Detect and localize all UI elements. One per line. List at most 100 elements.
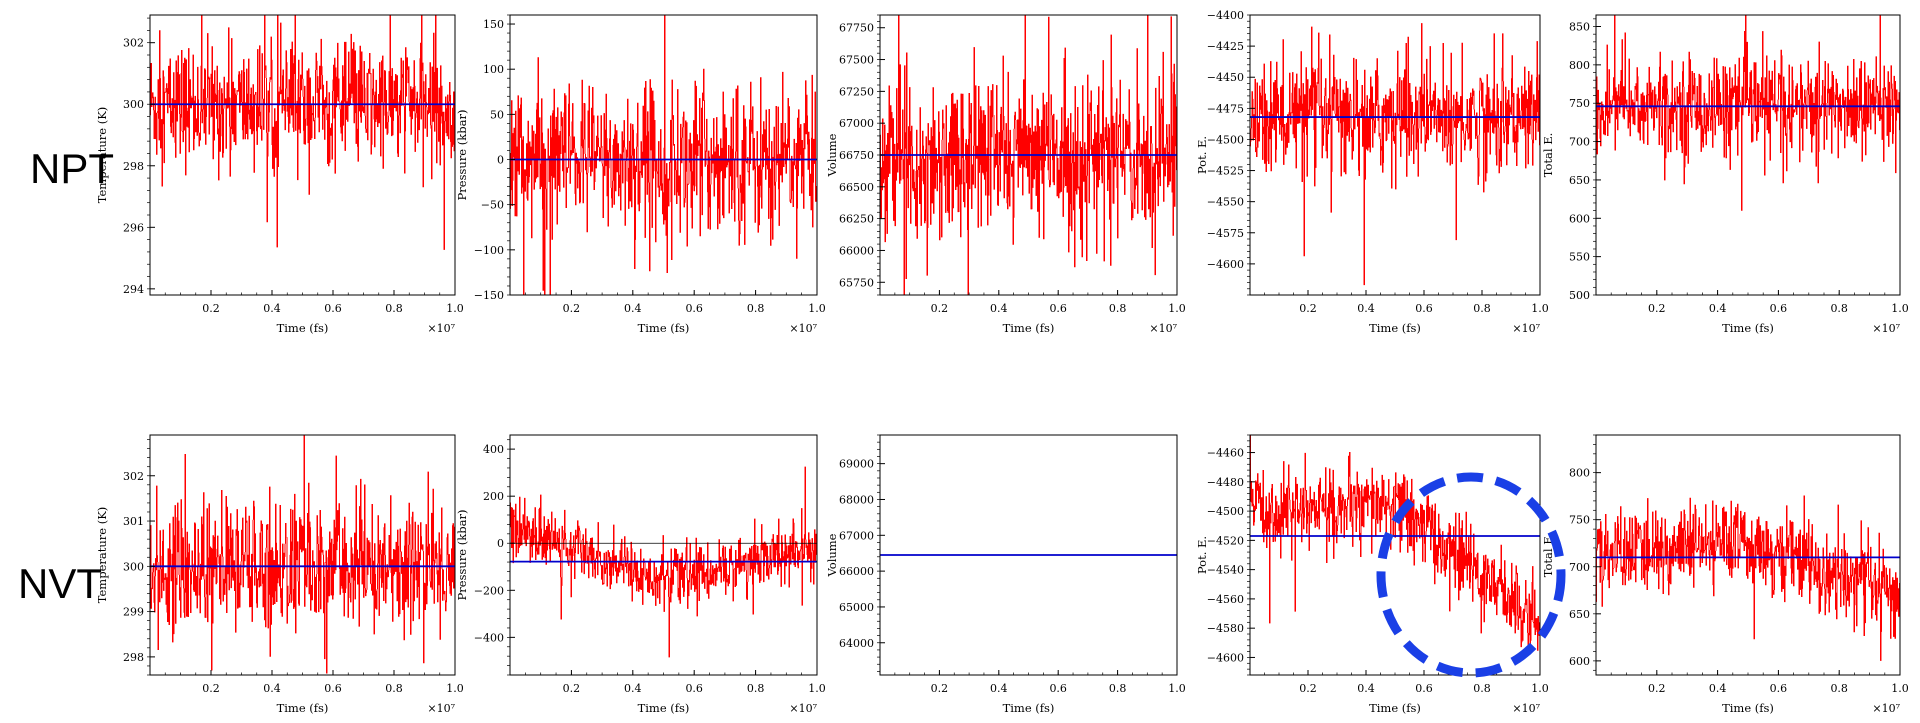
panel-grid: 0.2 0.4 0.6 0.8 1.0 294 296 298 300 302 Time (fs) ×… <box>95 9 1909 715</box>
y-axis-label: Total E. <box>1541 133 1555 178</box>
x-tick-label: 0.4 <box>990 302 1008 315</box>
y-tick-label: 300 <box>123 560 144 573</box>
x-tick-label: 0.2 <box>563 682 581 695</box>
x-tick-label: 0.6 <box>1770 302 1788 315</box>
x-tick-label: 0.8 <box>1109 682 1127 695</box>
x-axis-label: Time (fs) <box>638 701 690 715</box>
y-tick-label: −200 <box>474 584 504 597</box>
x-tick-label: 1.0 <box>1531 302 1549 315</box>
y-tick-label: 600 <box>1569 212 1590 225</box>
y-tick-label: −400 <box>474 631 504 644</box>
y-tick-label: 301 <box>123 515 144 528</box>
chart-panel-8: 0.2 0.4 0.6 0.8 1.0 64000 65000 66000 67000 68000… <box>825 434 1186 715</box>
x-tick-label: 0.6 <box>685 682 703 695</box>
x-axis-label: Time (fs) <box>1003 321 1055 335</box>
y-tick-label: −4600 <box>1207 651 1244 664</box>
y-tick-label: 800 <box>1569 59 1590 72</box>
x-tick-label: 0.6 <box>1049 682 1067 695</box>
y-tick-label: 64000 <box>839 637 874 650</box>
chart-panel-9: 0.2 0.4 0.6 0.8 1.0 −4600 −4580 −4560 −4540 −4520… <box>1195 434 1549 715</box>
y-tick-label: 68000 <box>839 493 874 506</box>
y-tick-label: −4580 <box>1207 622 1244 635</box>
x-tick-label: 1.0 <box>1891 302 1909 315</box>
x-tick-label: 0.8 <box>1473 302 1491 315</box>
y-tick-label: −4400 <box>1207 9 1244 22</box>
y-tick-label: 700 <box>1569 561 1590 574</box>
y-tick-label: 65000 <box>839 601 874 614</box>
y-axis-label: Volume <box>825 133 839 177</box>
y-tick-label: 750 <box>1569 514 1590 527</box>
x-tick-label: 0.8 <box>385 302 403 315</box>
x-tick-label: 0.6 <box>324 302 342 315</box>
y-tick-label: 302 <box>123 470 144 483</box>
y-tick-label: −4600 <box>1207 258 1244 271</box>
x-tick-label: 0.4 <box>1709 302 1727 315</box>
y-tick-label: −4480 <box>1207 476 1244 489</box>
y-tick-label: −4425 <box>1207 40 1244 53</box>
y-tick-label: 850 <box>1569 21 1590 34</box>
y-tick-label: 750 <box>1569 97 1590 110</box>
x-tick-label: 1.0 <box>446 682 464 695</box>
y-tick-label: 296 <box>123 221 144 234</box>
y-tick-label: −4540 <box>1207 564 1244 577</box>
x-tick-label: 0.6 <box>1415 302 1433 315</box>
x-tick-label: 0.8 <box>1830 682 1848 695</box>
x-multiplier-label: ×10⁷ <box>1872 322 1900 335</box>
y-tick-label: −4500 <box>1207 505 1244 518</box>
y-tick-label: 66250 <box>839 213 874 226</box>
y-tick-label: 66750 <box>839 149 874 162</box>
x-tick-label: 0.2 <box>1299 682 1317 695</box>
x-tick-label: 0.2 <box>1648 302 1666 315</box>
y-axis-label: Temperature (K) <box>95 507 109 604</box>
x-tick-label: 0.4 <box>990 682 1008 695</box>
x-tick-label: 0.2 <box>931 302 949 315</box>
x-tick-label: 1.0 <box>446 302 464 315</box>
row-label-nvt: NVT <box>18 560 102 607</box>
x-multiplier-label: ×10⁷ <box>1512 322 1540 335</box>
x-multiplier-label: ×10⁷ <box>1512 702 1540 715</box>
y-tick-label: −4475 <box>1207 102 1244 115</box>
y-tick-label: −4550 <box>1207 196 1244 209</box>
x-tick-label: 0.6 <box>1415 682 1433 695</box>
y-tick-label: 67000 <box>839 529 874 542</box>
x-axis-label: Time (fs) <box>1003 701 1055 715</box>
x-tick-label: 0.8 <box>1109 302 1127 315</box>
x-axis-label: Time (fs) <box>638 321 690 335</box>
x-tick-label: 0.4 <box>263 682 281 695</box>
y-axis-label: Temperature (K) <box>95 107 109 204</box>
y-axis-label: Total E. <box>1541 533 1555 578</box>
y-tick-label: 299 <box>123 606 144 619</box>
chart-panel-5: 0.2 0.4 0.6 0.8 1.0 500 550 600 650 700 750 800 850 T… <box>1541 14 1909 335</box>
x-multiplier-label: ×10⁷ <box>789 322 817 335</box>
x-tick-label: 0.4 <box>1709 682 1727 695</box>
y-tick-label: 400 <box>483 443 504 456</box>
x-tick-label: 0.2 <box>1299 302 1317 315</box>
x-multiplier-label: ×10⁷ <box>1872 702 1900 715</box>
y-tick-label: 66000 <box>839 244 874 257</box>
plot-area <box>1250 435 1540 675</box>
y-tick-label: 300 <box>123 98 144 111</box>
x-tick-label: 1.0 <box>1168 682 1186 695</box>
x-tick-label: 0.4 <box>263 302 281 315</box>
y-tick-label: −4460 <box>1207 447 1244 460</box>
y-tick-label: 69000 <box>839 458 874 471</box>
chart-panel-6: 0.2 0.4 0.6 0.8 1.0 298 299 300 301 302 Time (fs) ×… <box>95 434 464 715</box>
y-tick-label: −4500 <box>1207 133 1244 146</box>
y-tick-label: 50 <box>490 108 504 121</box>
y-tick-label: 550 <box>1569 251 1590 264</box>
y-tick-label: 66000 <box>839 565 874 578</box>
x-tick-label: 0.2 <box>563 302 581 315</box>
y-tick-label: −4575 <box>1207 227 1244 240</box>
y-axis-label: Pressure (kbar) <box>455 110 469 201</box>
y-tick-label: 67250 <box>839 85 874 98</box>
y-tick-label: 294 <box>123 283 144 296</box>
x-tick-label: 0.4 <box>1357 682 1375 695</box>
x-axis-label: Time (fs) <box>1722 701 1774 715</box>
x-tick-label: 0.6 <box>1049 302 1067 315</box>
x-tick-label: 0.4 <box>1357 302 1375 315</box>
y-tick-label: 302 <box>123 37 144 50</box>
x-axis-label: Time (fs) <box>1369 321 1421 335</box>
x-tick-label: 1.0 <box>1168 302 1186 315</box>
x-tick-label: 1.0 <box>1891 682 1909 695</box>
x-multiplier-label: ×10⁷ <box>427 702 455 715</box>
